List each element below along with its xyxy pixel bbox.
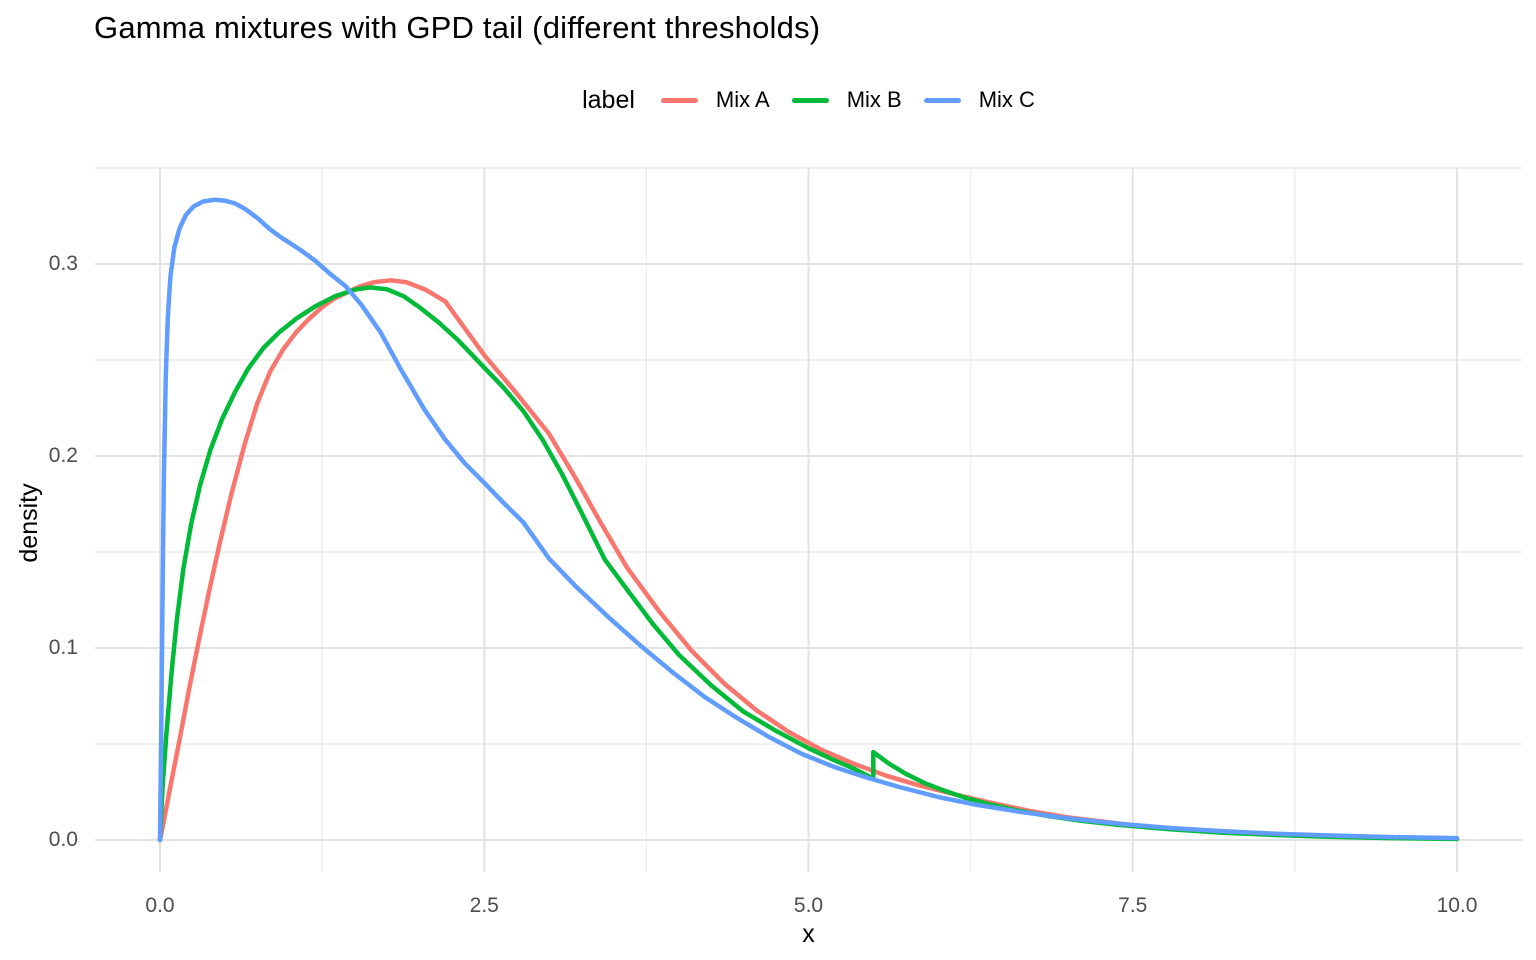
- legend-key-line-mix-b-icon: [791, 97, 829, 103]
- legend-label-mix-c: Mix C: [978, 87, 1035, 112]
- legend-item-mix-b: Mix B: [791, 87, 902, 113]
- x-tick-label: 7.5: [1118, 894, 1148, 917]
- legend-item-mix-c: Mix C: [923, 87, 1035, 113]
- legend: label Mix A Mix B Mix C: [95, 76, 1522, 124]
- y-tick-label: 0.0: [48, 828, 78, 851]
- legend-key-line-mix-a-icon: [660, 97, 698, 103]
- legend-label-mix-a: Mix A: [715, 87, 770, 112]
- legend-label-mix-b: Mix B: [846, 87, 902, 112]
- x-tick-label: 5.0: [793, 894, 824, 917]
- x-tick-label: 2.5: [469, 894, 499, 917]
- series-line-mix-c: [157, 197, 1460, 843]
- legend-key-line-mix-c-icon: [923, 97, 961, 103]
- x-tick-label: 10.0: [1436, 894, 1478, 917]
- y-tick-label: 0.1: [48, 636, 78, 659]
- x-axis-title: x: [802, 920, 815, 948]
- legend-item-mix-a: Mix A: [660, 87, 770, 113]
- y-tick-label: 0.2: [48, 444, 78, 467]
- y-axis-title: density: [15, 483, 43, 563]
- x-tick-label: 0.0: [145, 894, 175, 917]
- legend-title: label: [582, 85, 635, 114]
- y-tick-label: 0.3: [48, 252, 78, 275]
- chart-title: Gamma mixtures with GPD tail (different …: [94, 10, 821, 45]
